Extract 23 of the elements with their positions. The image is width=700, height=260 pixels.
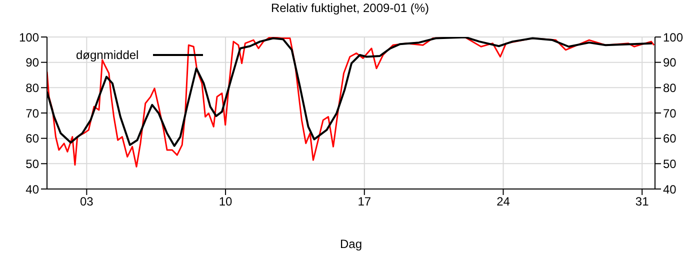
y2-tick-label: 70 [663,106,677,120]
y-tick-label: 50 [26,156,40,171]
x-axis-title: Dag [340,237,362,251]
x-tick-label: 03 [80,194,94,209]
x-tick-label: 17 [358,194,372,209]
y2-tick-label: 50 [663,156,677,171]
y2-tick-label: 90 [663,56,677,70]
y-tick-label: 70 [26,106,40,120]
y-tick-label: 80 [26,80,40,95]
y2-tick-label: 100 [663,30,684,44]
line-series [47,37,655,168]
y-tick-label: 100 [18,30,40,44]
chart-title: Relativ fuktighet, 2009-01 (%) [270,1,430,15]
x-tick-label: 10 [218,194,233,209]
y-tick-label: 40 [26,182,40,196]
x-tick-label: 31 [635,194,650,209]
y-tick-label: 60 [26,132,40,146]
y2-tick-label: 40 [663,182,677,196]
y-tick-label: 90 [26,56,40,70]
legend-label: døgnmiddel [76,48,139,62]
x-tick-label: 24 [496,194,510,209]
y2-tick-label: 60 [663,132,677,146]
y2-tick-label: 80 [663,80,677,95]
